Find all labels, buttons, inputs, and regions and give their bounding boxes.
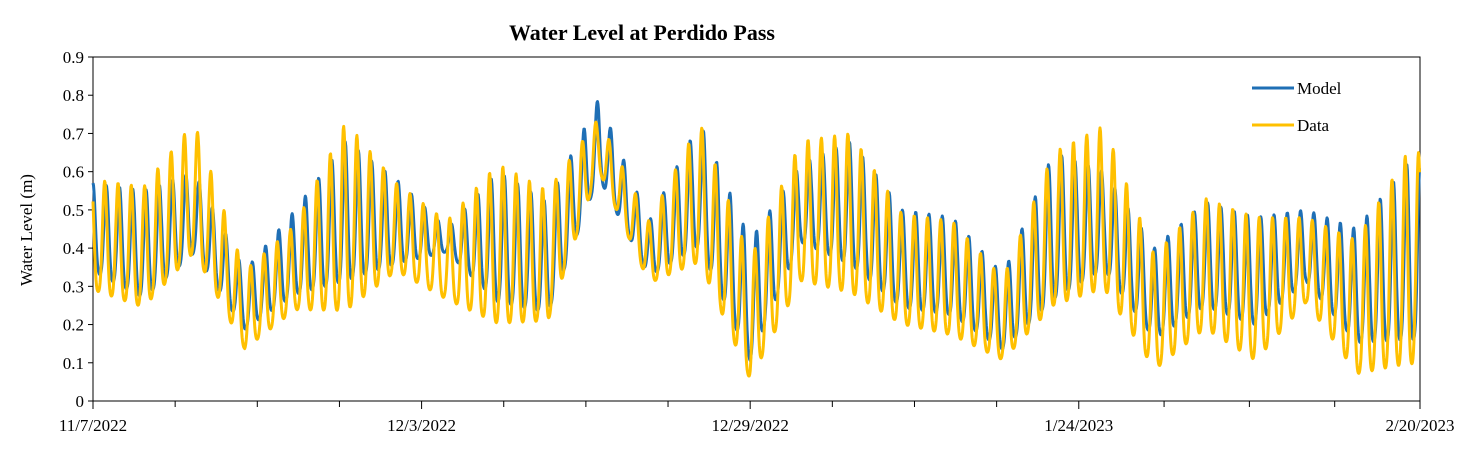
- y-axis-label: Water Level (m): [17, 174, 36, 286]
- y-tick-label: 0.5: [63, 201, 84, 220]
- legend: Model Data: [1252, 79, 1342, 135]
- chart-title: Water Level at Perdido Pass: [509, 20, 775, 45]
- x-tick-label: 11/7/2022: [59, 416, 127, 435]
- y-tick-label: 0.9: [63, 48, 84, 67]
- y-tick-label: 0: [76, 392, 85, 411]
- y-tick-label: 0.6: [63, 163, 84, 182]
- legend-label-model: Model: [1297, 79, 1342, 98]
- x-tick-label: 12/3/2022: [387, 416, 456, 435]
- y-tick-label: 0.8: [63, 86, 84, 105]
- x-tick-label: 2/20/2023: [1386, 416, 1455, 435]
- y-tick-label: 0.3: [63, 277, 84, 296]
- y-tick-label: 0.4: [63, 239, 85, 258]
- y-tick-label: 0.2: [63, 316, 84, 335]
- x-tick-label: 12/29/2022: [711, 416, 788, 435]
- y-tick-label: 0.1: [63, 354, 84, 373]
- series-line-data: [91, 120, 1421, 378]
- y-tick-label: 0.7: [63, 124, 85, 143]
- plot-area: 0 0.1 0.2 0.3 0.4 0.5 0.6 0.7 0.8 0.9 11/7/2022 12/…: [59, 48, 1455, 435]
- legend-label-data: Data: [1297, 116, 1330, 135]
- x-tick-label: 1/24/2023: [1044, 416, 1113, 435]
